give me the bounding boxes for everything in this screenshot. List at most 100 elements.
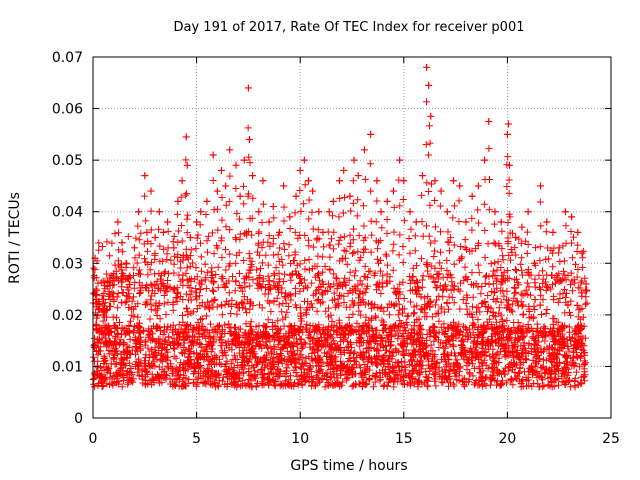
data-point-trail xyxy=(179,238,186,245)
data-point-trail xyxy=(449,282,456,289)
data-point-trail xyxy=(418,255,425,262)
data-point-trail xyxy=(198,268,205,275)
data-point-trail xyxy=(456,306,463,313)
data-point-trail xyxy=(281,204,288,211)
data-point xyxy=(159,229,168,308)
data-point-trail xyxy=(330,245,337,252)
data-point-trail xyxy=(226,251,233,258)
data-point-trail xyxy=(119,289,126,296)
data-point-trail xyxy=(498,228,505,235)
data-point xyxy=(437,188,445,313)
data-point-trail xyxy=(119,270,126,277)
data-point-trail xyxy=(574,242,581,249)
data-point-trail xyxy=(183,216,190,223)
data-point-trail xyxy=(233,236,240,243)
data-point-trail xyxy=(347,232,354,239)
data-point-trail xyxy=(222,266,229,273)
data-point-trail xyxy=(468,215,475,222)
data-point-trail xyxy=(219,194,226,201)
data-point-trail xyxy=(583,300,590,307)
data-point-trail xyxy=(354,212,361,219)
data-point xyxy=(468,193,476,311)
x-tick-label: 0 xyxy=(89,431,98,447)
data-point-trail xyxy=(115,229,122,236)
data-point-trail xyxy=(462,244,469,251)
data-point-trail xyxy=(222,246,229,253)
data-point-trail xyxy=(310,225,317,232)
data-point-trail xyxy=(314,253,321,260)
data-point-trail xyxy=(310,244,317,251)
data-point-trail xyxy=(155,226,162,233)
data-point-trail xyxy=(347,207,354,214)
data-point-trail xyxy=(287,225,294,232)
data-point-trail xyxy=(193,289,200,296)
data-point-trail xyxy=(292,209,299,216)
data-point-trail xyxy=(391,204,398,211)
data-point xyxy=(423,64,431,310)
data-point-trail xyxy=(178,194,185,201)
data-point-trail xyxy=(428,181,435,188)
data-point xyxy=(549,229,558,303)
data-point-trail xyxy=(183,246,190,253)
y-tick-label: 0.01 xyxy=(52,359,83,375)
data-point-trail xyxy=(462,264,469,271)
data-point-trail xyxy=(232,278,239,285)
data-point-trail xyxy=(350,249,357,256)
data-point-trail xyxy=(474,206,481,213)
data-point-trail xyxy=(214,303,221,310)
data-point-trail xyxy=(350,177,357,184)
data-point-trail xyxy=(301,257,308,264)
data-point-trail xyxy=(171,261,178,268)
data-point-trail xyxy=(368,218,375,225)
data-point-trail xyxy=(305,237,312,244)
data-point-trail xyxy=(270,214,277,221)
data-point-trail xyxy=(481,227,488,234)
data-point-trail xyxy=(406,235,413,242)
data-point xyxy=(574,229,582,309)
data-point-trail xyxy=(383,253,390,260)
data-point-trail xyxy=(425,188,432,195)
data-point-trail xyxy=(425,152,432,159)
data-point-trail xyxy=(518,290,525,297)
data-point-trail xyxy=(360,222,367,229)
data-point-trail xyxy=(437,249,444,256)
data-point-trail xyxy=(302,181,309,188)
data-point xyxy=(443,208,451,306)
data-point-trail xyxy=(485,145,492,152)
data-point-trail xyxy=(537,199,544,206)
data-point-trail xyxy=(182,156,189,163)
data-point-trail xyxy=(384,262,391,269)
data-point-trail xyxy=(197,286,204,293)
data-point xyxy=(259,177,267,311)
data-point-trail xyxy=(524,229,531,236)
data-point-trail xyxy=(255,240,262,247)
data-point-trail xyxy=(335,213,342,220)
data-point-trail xyxy=(556,295,563,302)
data-point-trail xyxy=(308,280,315,287)
data-point-trail xyxy=(377,290,384,297)
data-point-trail xyxy=(396,251,403,258)
data-point-trail xyxy=(475,262,482,269)
data-point-trail xyxy=(279,262,286,269)
data-point-trail xyxy=(492,240,499,247)
data-point-trail xyxy=(423,141,430,148)
data-point-trail xyxy=(161,300,168,307)
data-point-trail xyxy=(423,98,430,105)
data-point-trail xyxy=(456,197,463,204)
data-point-trail xyxy=(305,215,312,222)
data-point-trail xyxy=(336,195,343,202)
data-point-trail xyxy=(182,270,189,277)
data-point-trail xyxy=(455,218,462,225)
data-point-trail xyxy=(204,249,211,256)
data-point-trail xyxy=(134,223,141,230)
data-point-trail xyxy=(401,217,408,224)
data-point-trail xyxy=(165,228,172,235)
data-point-trail xyxy=(374,256,381,263)
data-point-trail xyxy=(396,202,403,209)
data-point-trail xyxy=(482,280,489,287)
data-point-trail xyxy=(462,236,469,243)
data-point-trail xyxy=(256,252,263,259)
data-point-trail xyxy=(211,206,218,213)
data-point-trail xyxy=(384,230,391,237)
